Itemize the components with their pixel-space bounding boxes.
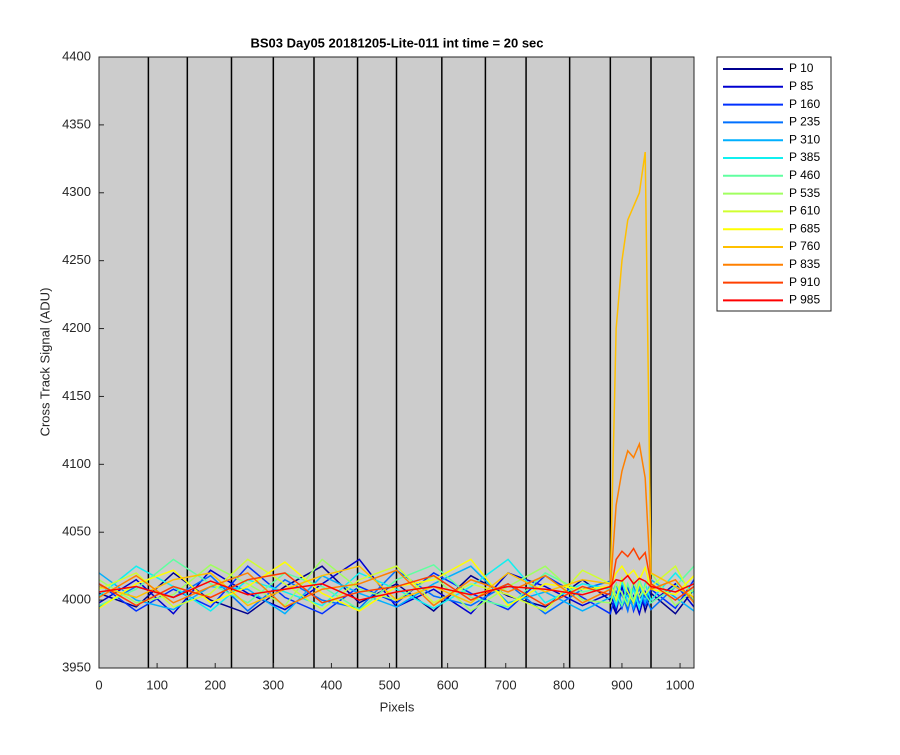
y-tick-label: 4000 (62, 592, 91, 607)
y-tick-label: 4350 (62, 116, 91, 131)
x-tick-label: 700 (495, 677, 517, 692)
x-tick-label: 0 (95, 677, 102, 692)
x-tick-label: 300 (262, 677, 284, 692)
legend-label: P 85 (789, 79, 814, 93)
y-tick-label: 4200 (62, 320, 91, 335)
legend-label: P 235 (789, 115, 820, 129)
y-tick-label: 4150 (62, 388, 91, 403)
legend-label: P 985 (789, 293, 820, 307)
legend-label: P 310 (789, 132, 820, 146)
x-tick-label: 500 (379, 677, 401, 692)
y-tick-label: 4400 (62, 48, 91, 63)
y-tick-label: 4250 (62, 252, 91, 267)
series-line (98, 441, 695, 608)
x-tick-label: 400 (321, 677, 343, 692)
legend-label: P 10 (789, 61, 814, 75)
x-tick-label: 200 (204, 677, 226, 692)
legend-label: P 460 (789, 168, 820, 182)
series-line (98, 558, 695, 612)
y-axis-label: Cross Track Signal (ADU) (37, 288, 52, 437)
series-line (98, 151, 695, 607)
legend-label: P 835 (789, 257, 820, 271)
legend-label: P 760 (789, 239, 820, 253)
legend-label: P 685 (789, 221, 820, 235)
x-tick-label: 900 (611, 677, 633, 692)
series-line (98, 558, 695, 612)
x-axis-label: Pixels (380, 699, 415, 714)
y-tick-label: 4100 (62, 456, 91, 471)
x-tick-label: 100 (146, 677, 168, 692)
legend-label: P 910 (789, 275, 820, 289)
axes-box (98, 56, 695, 669)
series-line (98, 558, 695, 612)
legend-label: P 610 (789, 204, 820, 218)
x-tick-label: 1000 (666, 677, 695, 692)
y-tick-label: 3950 (62, 659, 91, 674)
x-tick-label: 600 (437, 677, 459, 692)
legend-label: P 535 (789, 186, 820, 200)
x-tick-label: 800 (553, 677, 575, 692)
chart-title: BS03 Day05 20181205-Lite-011 int time = … (250, 35, 543, 50)
y-tick-label: 4050 (62, 524, 91, 539)
legend-label: P 160 (789, 97, 820, 111)
legend-label: P 385 (789, 150, 820, 164)
series-line (98, 547, 695, 607)
y-tick-label: 4300 (62, 184, 91, 199)
series-line (98, 574, 695, 601)
legend (716, 56, 832, 312)
